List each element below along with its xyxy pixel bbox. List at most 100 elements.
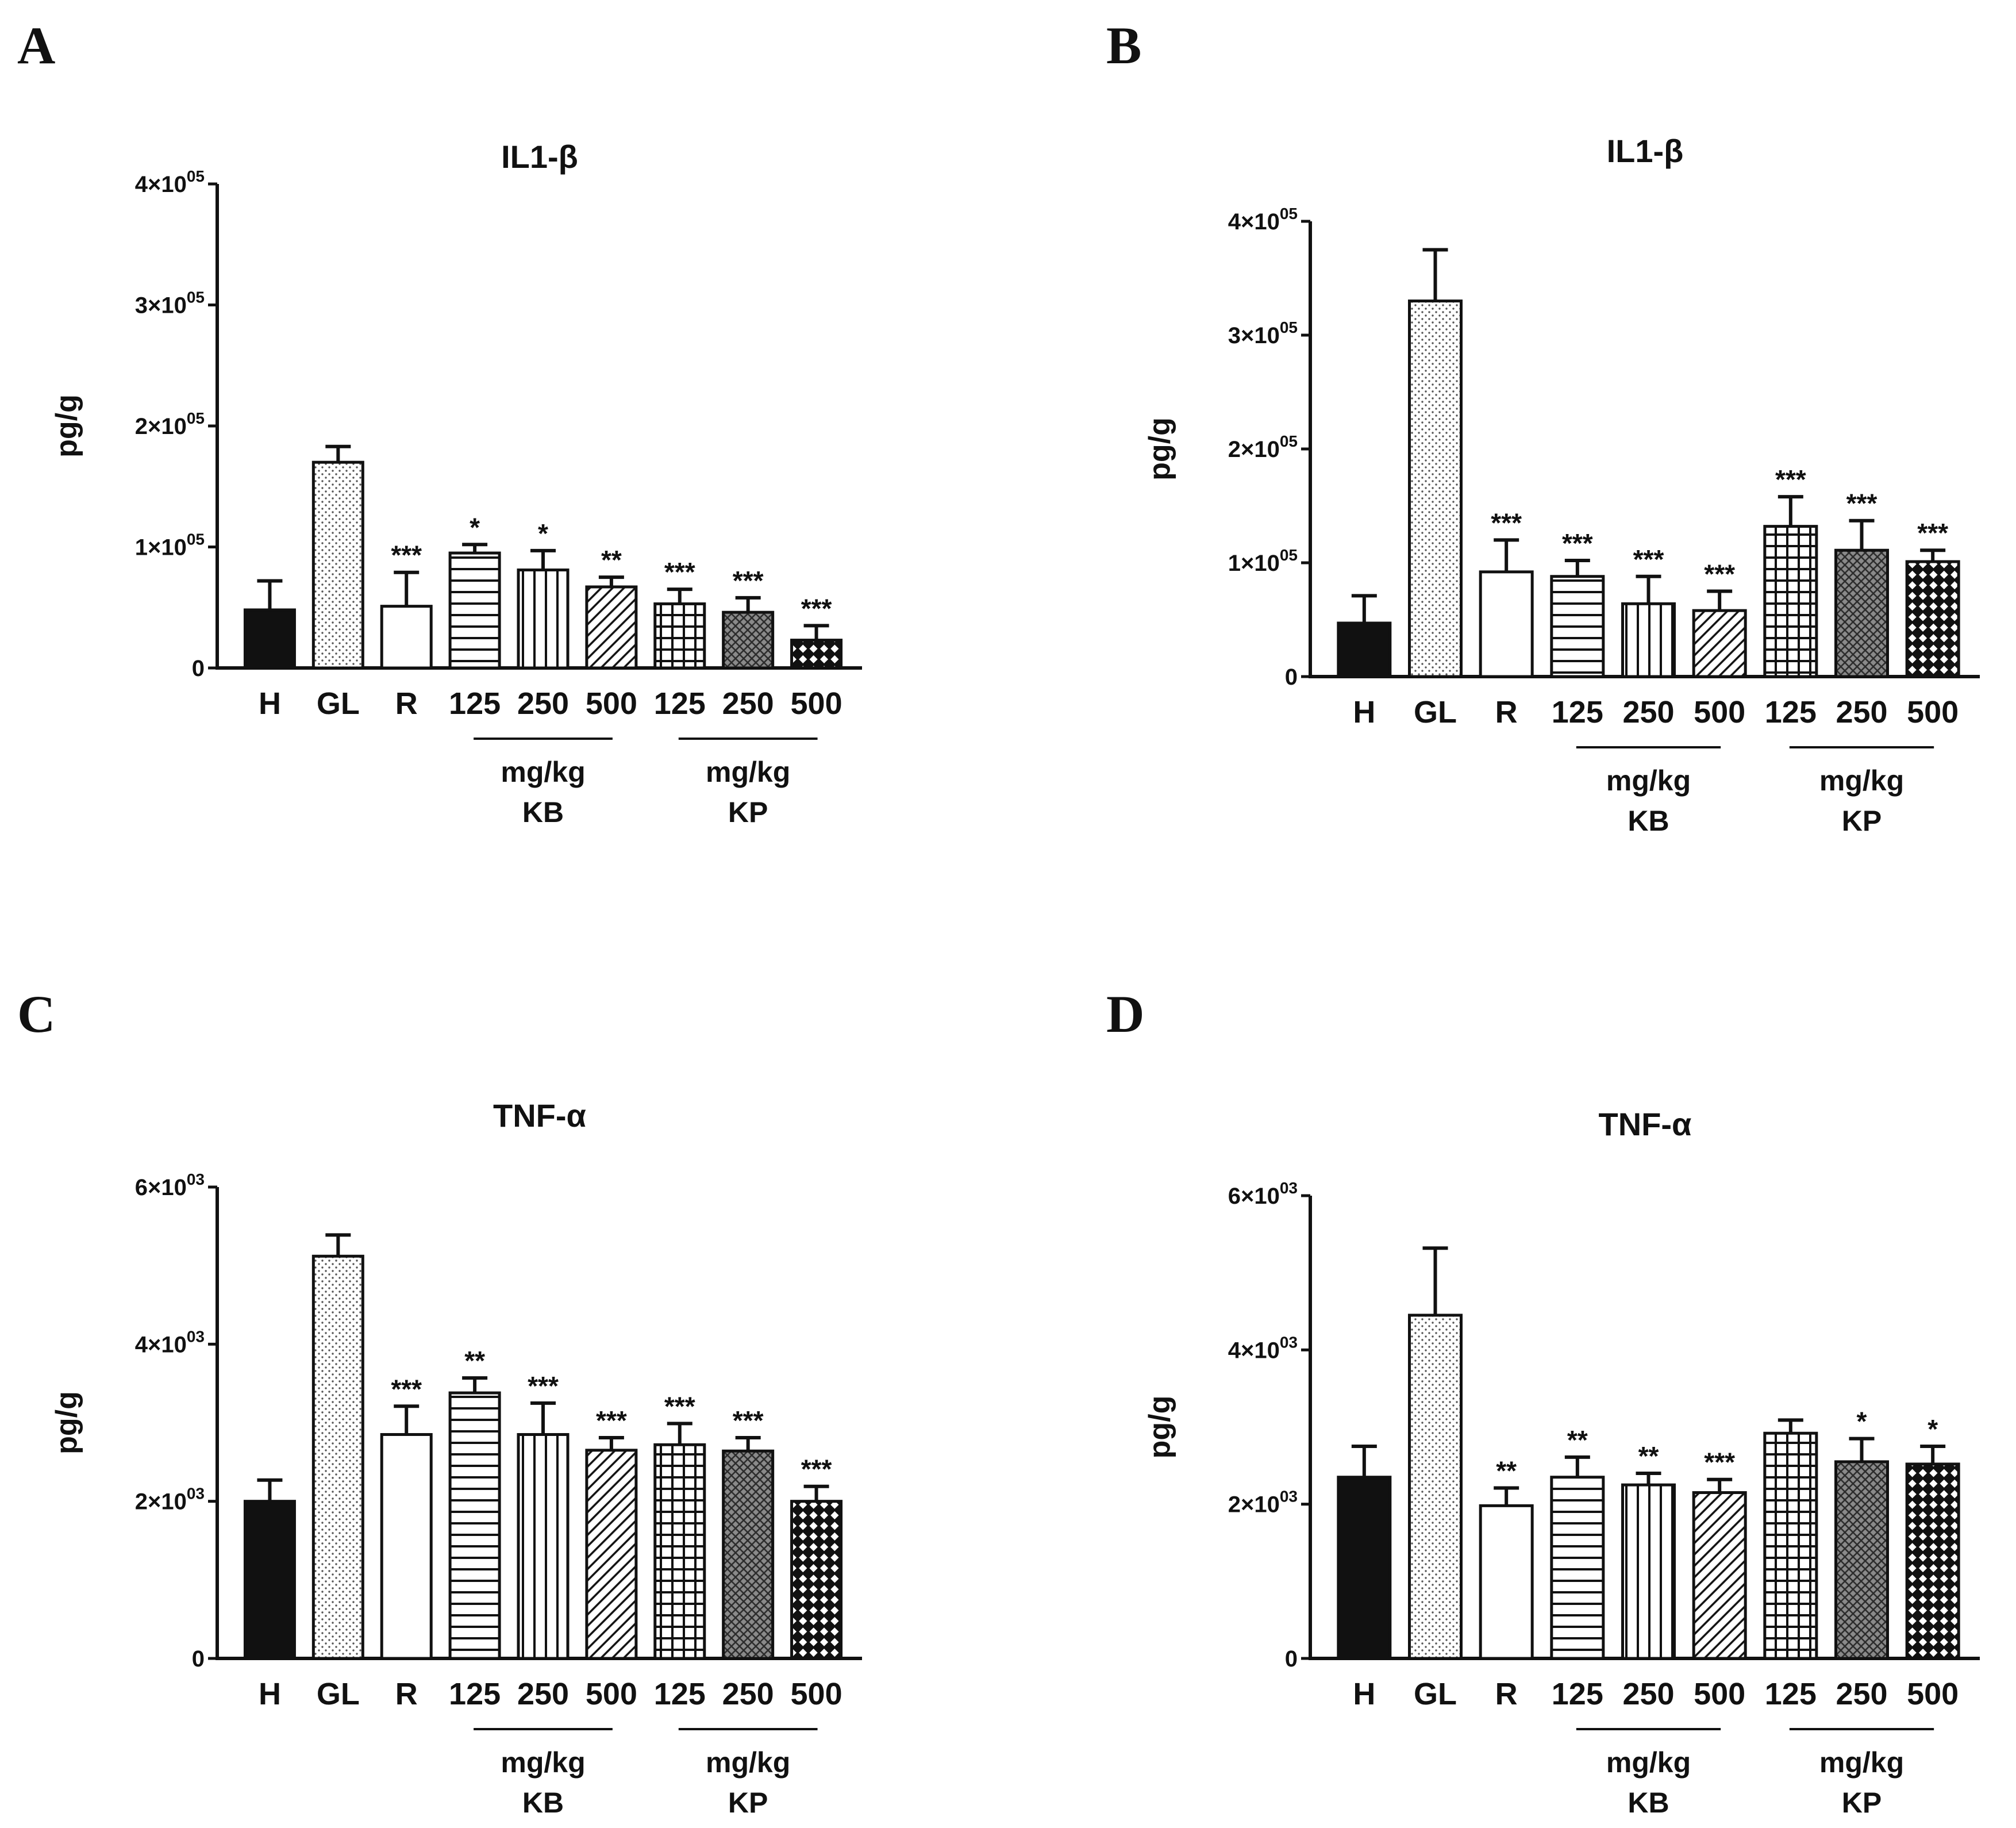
bar-GL [311,1254,364,1660]
significance-label: *** [801,1454,832,1484]
y-tick-exponent: 03 [1280,1179,1298,1197]
group-name-label: KP [1842,805,1882,837]
y-tick-label: 2×1005 [135,409,205,439]
x-tick-label: H [1353,1677,1375,1711]
y-tick-label: 6×1003 [135,1170,205,1200]
significance-label: * [1857,1407,1867,1437]
x-tick-label: R [395,686,418,721]
significance-label: ** [464,1346,485,1376]
y-tick-label: 1×1005 [1228,546,1298,576]
x-tick-label: 500 [1907,695,1959,729]
bar-GL [1408,1314,1463,1660]
bar-H [1337,621,1392,678]
y-tick-exponent: 05 [187,531,205,548]
group-unit-label: mg/kg [501,1746,585,1779]
bar-H [243,608,296,670]
x-tick-label: 250 [1622,1677,1674,1711]
x-tick-label: 125 [449,1677,501,1711]
x-tick-label: 250 [1836,1677,1887,1711]
x-tick-label: 125 [654,686,706,721]
bar-125 [1763,525,1818,678]
bar-GL [1408,299,1463,678]
x-tick-label: GL [317,1677,360,1711]
bar-125 [448,551,501,670]
bar-H [243,1500,296,1660]
panel-b: B IL1-β pg/g 0 1×1005 2×1005 3×1005 4×1005 H GL *… [1106,16,1980,837]
significance-label: *** [1704,1447,1735,1477]
x-tick-label: 250 [1836,695,1887,729]
bar-R [1479,570,1534,678]
significance-label: *** [391,540,422,570]
x-tick-label: 250 [722,1677,774,1711]
significance-label: *** [1846,489,1878,519]
significance-label: *** [1491,508,1522,537]
y-tick-label: 2×1003 [135,1485,205,1515]
x-tick-label: R [395,1677,418,1711]
significance-label: *** [664,1391,695,1421]
panel-letter-c: C [17,985,55,1043]
bar-R [380,605,433,670]
x-tick-label: 500 [1694,1677,1745,1711]
y-tick-label: 4×1005 [135,167,205,197]
group-unit-label: mg/kg [1606,765,1691,797]
x-tick-label: 125 [1765,695,1817,729]
bar-250 [517,1433,570,1660]
y-tick-label: 0 [1285,665,1298,690]
bar-500 [790,1500,843,1660]
significance-label: *** [391,1374,422,1404]
y-tick-label: 0 [192,656,205,681]
y-tick-exponent: 05 [1280,318,1298,336]
y-axis-label: pg/g [1143,1396,1176,1459]
significance-label: *** [664,557,695,587]
chart-b: IL1-β pg/g 0 1×1005 2×1005 3×1005 4×1005 H GL ***… [1143,133,1980,837]
panel-a: A IL1-β pg/g 0 1×1005 2×1005 3×1005 4×1005 H GL *… [17,16,862,828]
y-tick-exponent: 03 [187,1327,205,1345]
bar-125 [448,1391,501,1660]
significance-label: * [538,519,548,548]
bar-500 [585,1449,638,1660]
bar-250 [1834,548,1889,678]
x-tick-label: 125 [1552,1677,1603,1711]
y-tick-exponent: 03 [187,1485,205,1503]
group-name-label: KB [1628,1787,1669,1819]
significance-label: *** [1562,528,1593,558]
significance-label: * [470,512,480,542]
chart-title: TNF-α [1599,1106,1692,1142]
significance-label: *** [1917,518,1948,548]
group-unit-label: mg/kg [1606,1746,1691,1779]
significance-label: *** [596,1405,627,1435]
bar-125 [653,1443,706,1660]
y-axis-label: pg/g [1143,417,1176,481]
x-tick-label: GL [1414,695,1457,729]
x-tick-label: GL [317,686,360,721]
x-tick-label: H [259,686,281,721]
y-tick-label: 0 [192,1646,205,1672]
bar-500 [1692,1491,1747,1660]
group-name-label: KP [728,1787,768,1819]
x-tick-label: 125 [1765,1677,1817,1711]
y-tick-exponent: 05 [1280,432,1298,450]
y-tick-exponent: 05 [187,167,205,185]
group-name-label: KP [728,796,768,828]
chart-title: IL1-β [501,139,578,175]
bar-250 [722,610,775,670]
significance-label: *** [1633,544,1664,574]
bar-125 [1763,1431,1818,1660]
y-tick-label: 2×1005 [1228,432,1298,462]
significance-label: ** [1638,1441,1659,1471]
significance-label: ** [1496,1456,1517,1485]
x-tick-label: 125 [449,686,501,721]
y-tick-label: 4×1003 [135,1327,205,1357]
panel-letter-b: B [1106,16,1141,75]
x-tick-label: R [1495,1677,1518,1711]
bar-GL [311,460,364,670]
x-tick-label: 250 [517,686,569,721]
chart-c: TNF-α pg/g 0 2×1003 4×1003 6×1003 H GL *** R ** 125… [50,1097,862,1819]
x-tick-label: 500 [1907,1677,1959,1711]
bar-500 [790,639,843,670]
group-unit-label: mg/kg [501,756,585,788]
y-tick-label: 4×1003 [1228,1333,1298,1363]
significance-label: *** [801,593,832,623]
